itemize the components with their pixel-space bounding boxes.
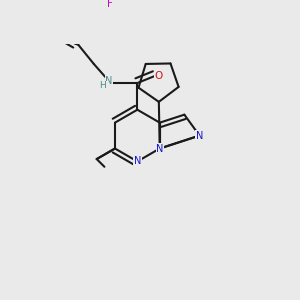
Text: O: O	[155, 71, 163, 81]
Text: H: H	[99, 81, 106, 90]
Text: N: N	[105, 76, 112, 86]
Text: N: N	[156, 143, 164, 154]
Text: N: N	[196, 130, 203, 141]
Text: F: F	[107, 0, 113, 9]
Text: N: N	[134, 156, 141, 167]
